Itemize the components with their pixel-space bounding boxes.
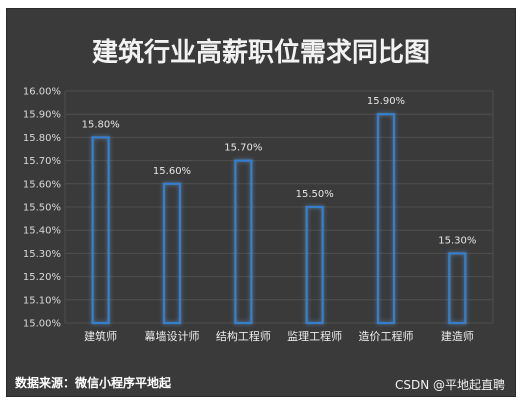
- y-tick-label: 15.00%: [23, 319, 61, 330]
- bar-glow: [376, 113, 396, 325]
- data-label: 15.30%: [438, 235, 476, 246]
- data-labels: 15.80% 15.60% 15.70% 15.50% 15.90% 15.30%: [82, 96, 477, 246]
- x-tick-label: 结构工程师: [216, 329, 271, 343]
- y-tick-label: 15.90%: [23, 110, 61, 121]
- y-axis-ticks: 15.00% 15.10% 15.20% 15.30% 15.40% 15.50% 15.6…: [23, 87, 61, 330]
- bar-glow: [234, 159, 253, 325]
- bar: [305, 206, 324, 324]
- bar-glow: [448, 252, 467, 325]
- bar: [234, 159, 253, 324]
- y-tick-label: 16.00%: [23, 87, 61, 98]
- bar: [448, 252, 467, 324]
- bar: [163, 183, 181, 324]
- data-label: 15.60%: [153, 166, 191, 177]
- grid-lines: [64, 90, 494, 324]
- data-label: 15.80%: [82, 119, 120, 130]
- x-tick-label: 建造师: [441, 329, 474, 343]
- data-label: 15.70%: [224, 143, 262, 154]
- x-tick-label: 幕墙设计师: [145, 329, 200, 343]
- x-tick-label: 造价工程师: [359, 329, 414, 343]
- bar: [377, 113, 395, 324]
- bar-glow: [305, 205, 324, 325]
- y-tick-label: 15.40%: [23, 226, 61, 237]
- x-tick-label: 监理工程师: [287, 330, 342, 343]
- data-label: 15.90%: [367, 96, 405, 107]
- chart-frame: 建筑行业高薪职位需求同比图 15.00% 15.10% 15.20% 15.30% 15…: [6, 8, 516, 397]
- y-tick-label: 15.30%: [23, 249, 61, 260]
- bar-chart: 建筑行业高薪职位需求同比图 15.00%15.10%15.20%15.30%15…: [15, 37, 505, 392]
- csdn-watermark: CSDN @平地起直聘: [395, 378, 505, 392]
- bar: [91, 136, 110, 324]
- y-tick-label: 15.50%: [23, 203, 61, 214]
- y-tick-label: 15.80%: [23, 133, 61, 144]
- bars: [91, 113, 467, 325]
- y-tick-label: 15.20%: [23, 272, 61, 283]
- data-source-note: 数据来源：微信小程序平地起: [15, 375, 172, 390]
- y-tick-label: 15.60%: [23, 179, 61, 190]
- x-axis-ticks: 建筑师 幕墙设计师 结构工程师 监理工程师 造价工程师 建造师: [84, 329, 474, 343]
- x-tick-label: 建筑师: [84, 329, 117, 343]
- data-label: 15.50%: [296, 189, 334, 200]
- y-tick-label: 15.70%: [23, 156, 61, 167]
- y-tick-label: 15.10%: [23, 295, 61, 306]
- chart-title: 建筑行业高薪职位需求同比图: [92, 37, 430, 68]
